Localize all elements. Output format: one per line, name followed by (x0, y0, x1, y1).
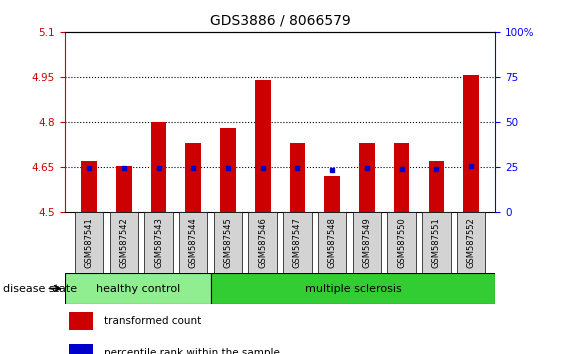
Bar (428, 161, 444, 212)
Bar (394, 143, 409, 212)
Bar (283, 212, 312, 273)
Bar (81, 161, 97, 212)
Text: GSM587548: GSM587548 (328, 217, 337, 268)
Bar (214, 212, 242, 273)
Bar (255, 80, 271, 212)
Text: GSM587550: GSM587550 (397, 217, 406, 268)
Bar (324, 176, 340, 212)
Text: multiple sclerosis: multiple sclerosis (305, 284, 401, 293)
Bar (116, 166, 132, 212)
Bar (75, 212, 103, 273)
Bar (144, 212, 173, 273)
Bar (110, 212, 138, 273)
Text: disease state: disease state (3, 284, 77, 293)
Bar (179, 212, 208, 273)
Bar (248, 212, 277, 273)
Bar (211, 273, 495, 304)
Bar (359, 143, 375, 212)
Bar (463, 75, 479, 212)
Bar (69, 344, 93, 354)
Bar (65, 273, 211, 304)
Bar (220, 128, 236, 212)
Text: GSM587545: GSM587545 (224, 217, 233, 268)
Text: GSM587542: GSM587542 (119, 217, 128, 268)
Text: GSM587541: GSM587541 (84, 217, 93, 268)
Text: GSM587551: GSM587551 (432, 217, 441, 268)
Bar (422, 212, 450, 273)
Bar (318, 212, 346, 273)
Bar (151, 122, 166, 212)
Text: GSM587546: GSM587546 (258, 217, 267, 268)
Text: GSM587547: GSM587547 (293, 217, 302, 268)
Text: GSM587552: GSM587552 (467, 217, 476, 268)
Title: GDS3886 / 8066579: GDS3886 / 8066579 (209, 14, 350, 28)
Bar (185, 143, 201, 212)
Text: GSM587543: GSM587543 (154, 217, 163, 268)
Text: healthy control: healthy control (96, 284, 180, 293)
Text: percentile rank within the sample: percentile rank within the sample (104, 348, 280, 354)
Bar (352, 212, 381, 273)
Text: transformed count: transformed count (104, 316, 202, 326)
Text: GSM587544: GSM587544 (189, 217, 198, 268)
Bar (289, 143, 305, 212)
Bar (69, 312, 93, 330)
Bar (387, 212, 416, 273)
Bar (457, 212, 485, 273)
Text: GSM587549: GSM587549 (363, 217, 372, 268)
